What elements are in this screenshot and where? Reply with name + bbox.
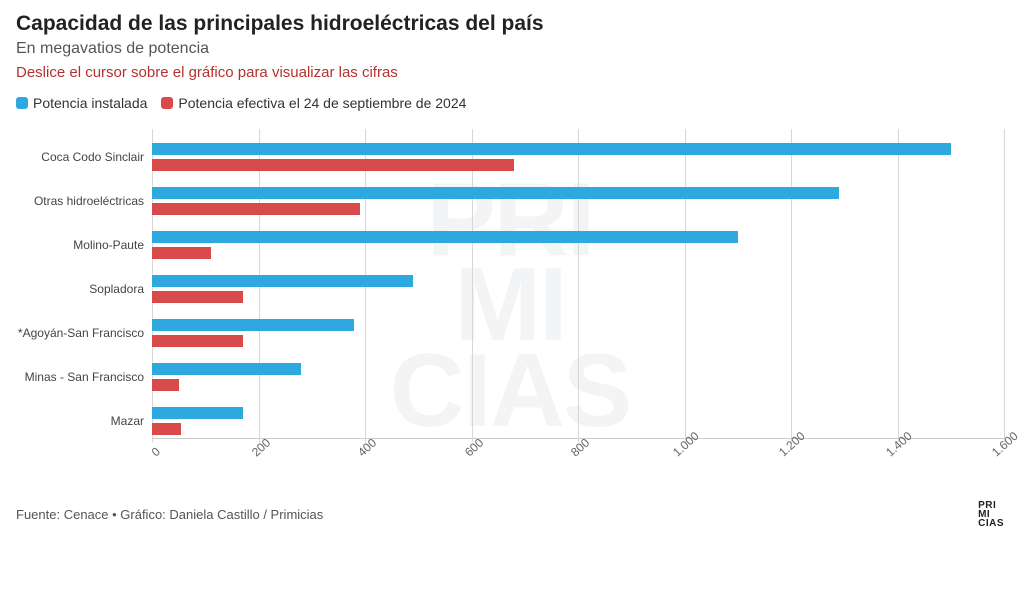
grid-line [1004,129,1005,442]
chart-row[interactable]: Mazar [152,399,1004,443]
bar-effective[interactable] [152,379,179,391]
x-tick-label: 0 [149,445,163,460]
footer: Fuente: Cenace • Gráfico: Daniela Castil… [16,501,1004,528]
chart-row[interactable]: *Agoyán-San Francisco [152,311,1004,355]
category-label: Sopladora [89,282,152,296]
category-label: *Agoyán-San Francisco [18,326,152,340]
chart-subtitle: En megavatios de potencia [16,40,1004,58]
legend-swatch-1 [161,97,173,109]
category-label: Mazar [111,414,152,428]
bar-effective[interactable] [152,423,181,435]
chart-instruction: Deslice el cursor sobre el gráfico para … [16,64,1004,81]
bar-effective[interactable] [152,247,211,259]
bar-effective[interactable] [152,203,360,215]
category-label: Coca Codo Sinclair [41,150,152,164]
bar-installed[interactable] [152,187,839,199]
plot: Coca Codo SinclairOtras hidroeléctricasM… [152,129,1004,439]
legend-item-0: Potencia instalada [16,95,147,111]
category-label: Otras hidroeléctricas [34,194,152,208]
legend-label-1: Potencia efectiva el 24 de septiembre de… [178,95,466,111]
chart-row[interactable]: Coca Codo Sinclair [152,135,1004,179]
legend-label-0: Potencia instalada [33,95,147,111]
category-label: Minas - San Francisco [25,370,152,384]
bar-installed[interactable] [152,275,413,287]
bar-effective[interactable] [152,159,514,171]
legend-item-1: Potencia efectiva el 24 de septiembre de… [161,95,466,111]
legend: Potencia instalada Potencia efectiva el … [16,95,1004,111]
chart-row[interactable]: Molino-Paute [152,223,1004,267]
bar-installed[interactable] [152,319,354,331]
bar-effective[interactable] [152,335,243,347]
source-text: Fuente: Cenace • Gráfico: Daniela Castil… [16,507,323,522]
bar-effective[interactable] [152,291,243,303]
chart-title: Capacidad de las principales hidroeléctr… [16,12,1004,36]
bar-installed[interactable] [152,231,738,243]
bar-installed[interactable] [152,407,243,419]
chart-area[interactable]: PRI MI CIAS Coca Codo SinclairOtras hidr… [16,129,1004,483]
chart-row[interactable]: Minas - San Francisco [152,355,1004,399]
x-axis-ticks: 02004006008001.0001.2001.4001.600 [152,443,1004,483]
brand-logo: PRI MI CIAS [978,501,1004,528]
bar-installed[interactable] [152,143,951,155]
bar-installed[interactable] [152,363,301,375]
legend-swatch-0 [16,97,28,109]
category-label: Molino-Paute [73,238,152,252]
chart-row[interactable]: Sopladora [152,267,1004,311]
chart-row[interactable]: Otras hidroeléctricas [152,179,1004,223]
